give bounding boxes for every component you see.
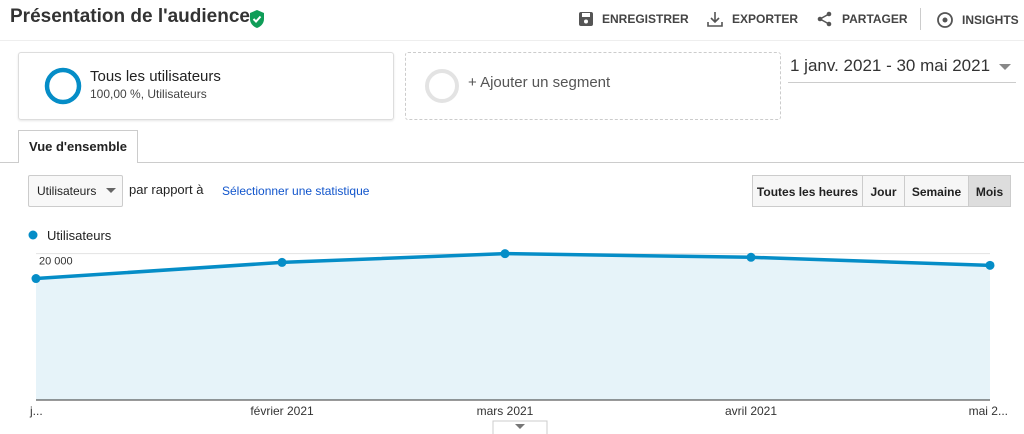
add-segment-label: + Ajouter un segment	[468, 74, 611, 91]
point	[31, 274, 41, 284]
point	[985, 260, 995, 270]
granularity-button[interactable]: Toutes les heures	[752, 175, 863, 207]
date-underline	[788, 82, 1016, 83]
expand-arrow	[515, 424, 525, 429]
insights-button[interactable]: INSIGHTS	[936, 11, 1019, 29]
header-border	[0, 40, 1024, 41]
segment-detail: 100,00 %, Utilisateurs	[90, 87, 207, 101]
y-tick-label: 20 000	[39, 256, 73, 268]
action-label: PARTAGER	[842, 12, 908, 26]
save-button[interactable]: ENREGISTRER	[578, 11, 689, 27]
select-metric-link[interactable]: Sélectionner une statistique	[222, 184, 370, 198]
action-label: EXPORTER	[732, 12, 799, 26]
x-tick-label: avril 2021	[725, 404, 777, 418]
granularity-button[interactable]: Mois	[968, 175, 1011, 207]
export-button[interactable]: EXPORTER	[706, 11, 798, 27]
compare-text: par rapport à	[129, 182, 204, 197]
action-label: INSIGHTS	[962, 13, 1019, 27]
metric-dropdown[interactable]: Utilisateurs	[28, 175, 123, 207]
share-button[interactable]: PARTAGER	[816, 11, 908, 27]
page-title: Présentation de l'audience	[10, 6, 250, 27]
legend-dot	[28, 230, 38, 240]
x-tick-label: j...	[29, 404, 43, 418]
segment-name: Tous les utilisateurs	[90, 68, 221, 85]
point	[500, 249, 510, 259]
granularity-button[interactable]: Semaine	[904, 175, 969, 207]
segment-card[interactable]: Tous les utilisateurs 100,00 %, Utilisat…	[18, 52, 394, 120]
action-label: ENREGISTRER	[602, 12, 689, 26]
segment-ring	[44, 67, 82, 105]
verified-icon	[250, 10, 264, 28]
granularity-button[interactable]: Jour	[862, 175, 905, 207]
tab-border	[0, 162, 1024, 163]
segment-ring	[425, 69, 459, 103]
dropdown-arrow	[999, 64, 1011, 70]
date-range[interactable]: 1 janv. 2021 - 30 mai 2021	[790, 56, 991, 75]
add-segment[interactable]: + Ajouter un segment	[405, 52, 781, 120]
area	[36, 253, 990, 400]
x-tick-label: mai 2...	[969, 404, 1008, 418]
x-tick-label: février 2021	[250, 404, 314, 418]
point	[746, 252, 756, 262]
x-tick-label: mars 2021	[477, 404, 534, 418]
legend-label: Utilisateurs	[47, 228, 112, 243]
tab[interactable]: Vue d'ensemble	[18, 130, 138, 163]
divider	[920, 8, 921, 30]
metric-label: Utilisateurs	[37, 184, 97, 198]
point	[277, 257, 287, 267]
